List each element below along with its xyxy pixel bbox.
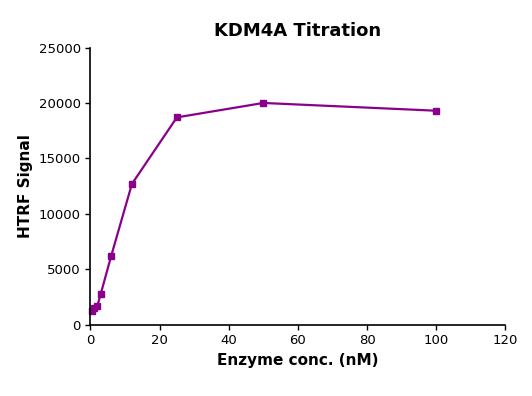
Title: KDM4A Titration: KDM4A Titration (214, 23, 381, 40)
X-axis label: Enzyme conc. (nM): Enzyme conc. (nM) (217, 353, 379, 368)
Y-axis label: HTRF Signal: HTRF Signal (18, 134, 33, 238)
